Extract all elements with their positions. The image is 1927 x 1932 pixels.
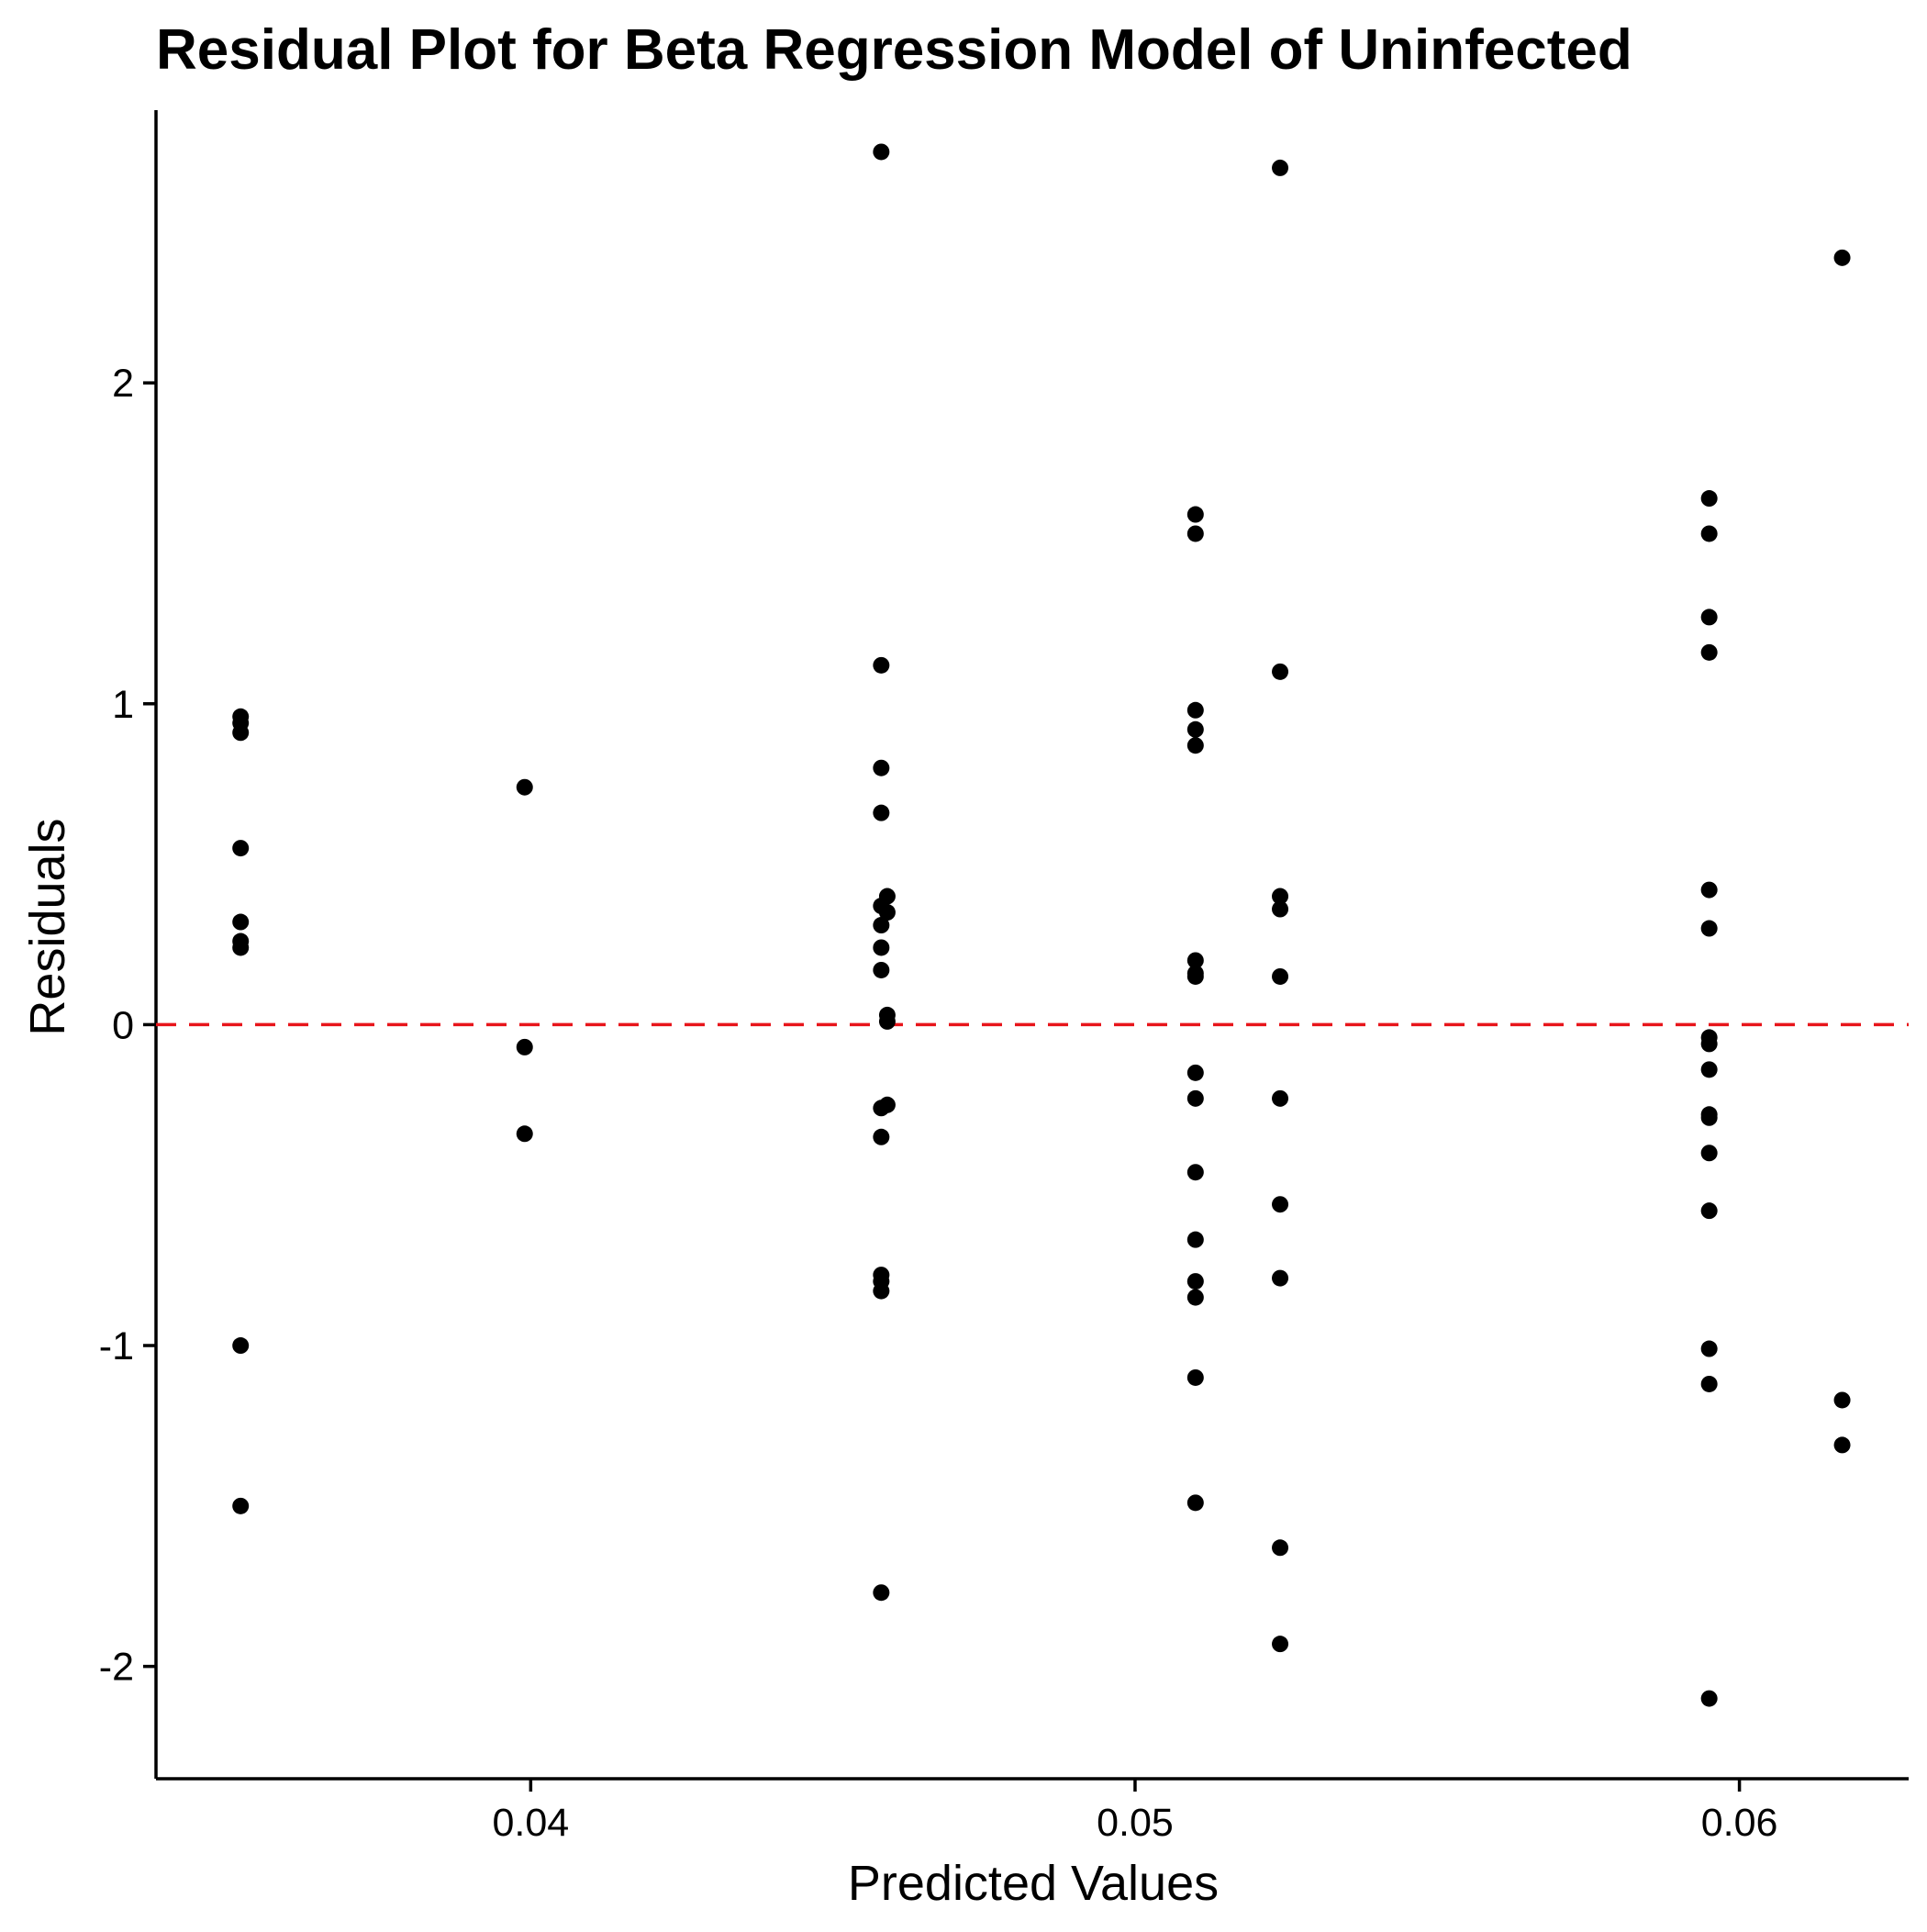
x-axis-ticks: 0.04 0.05 0.06 xyxy=(492,1779,1777,1845)
data-point xyxy=(1700,1061,1718,1078)
data-point xyxy=(232,913,250,931)
data-point xyxy=(1700,1375,1718,1392)
data-point xyxy=(1186,525,1204,542)
data-point xyxy=(1700,1202,1718,1220)
data-point xyxy=(1186,701,1204,719)
data-point xyxy=(1700,1109,1718,1126)
data-point xyxy=(1700,609,1718,626)
y-tick-label: 0 xyxy=(112,1003,134,1047)
data-point xyxy=(873,939,890,956)
data-point xyxy=(1186,1164,1204,1181)
x-axis-label: Predicted Values xyxy=(848,1856,1219,1911)
y-axis-label: Residuals xyxy=(20,818,75,1035)
data-point xyxy=(1700,525,1718,542)
data-point xyxy=(1272,1089,1289,1107)
data-point xyxy=(1186,737,1204,754)
data-point xyxy=(1186,1289,1204,1306)
data-point xyxy=(232,1497,250,1514)
data-point xyxy=(1272,1269,1289,1287)
data-point xyxy=(1833,249,1851,266)
data-point xyxy=(1186,1368,1204,1386)
data-point xyxy=(1272,900,1289,918)
data-point xyxy=(1186,720,1204,738)
data-point xyxy=(1186,506,1204,523)
plot-area: 0.04 0.05 0.06 -2 -1 0 1 2 xyxy=(99,110,1909,1845)
data-point xyxy=(1186,1089,1204,1107)
data-point xyxy=(873,1282,890,1300)
data-point xyxy=(1272,967,1289,985)
x-tick-label: 0.04 xyxy=(492,1801,569,1845)
data-points xyxy=(232,143,1851,1707)
data-point xyxy=(1186,967,1204,985)
data-point xyxy=(1186,952,1204,969)
data-point xyxy=(873,961,890,978)
data-point xyxy=(1700,881,1718,899)
data-point xyxy=(1700,1340,1718,1357)
data-point xyxy=(1272,159,1289,176)
data-point xyxy=(1700,490,1718,508)
data-point xyxy=(516,778,533,796)
data-point xyxy=(232,724,250,742)
data-point xyxy=(1700,920,1718,937)
data-point xyxy=(1186,1494,1204,1512)
data-point xyxy=(1272,888,1289,905)
data-point xyxy=(873,143,890,161)
data-point xyxy=(1700,1035,1718,1053)
data-point xyxy=(1186,1273,1204,1290)
data-point xyxy=(232,840,250,857)
y-tick-label: 2 xyxy=(112,362,134,406)
data-point xyxy=(873,656,890,674)
data-point xyxy=(873,804,890,821)
x-tick-label: 0.05 xyxy=(1097,1801,1174,1845)
y-axis-ticks: -2 -1 0 1 2 xyxy=(99,362,156,1690)
data-point xyxy=(232,1337,250,1355)
data-point xyxy=(878,904,896,921)
data-point xyxy=(878,1012,896,1030)
data-point xyxy=(1186,1231,1204,1248)
data-point xyxy=(1186,1064,1204,1081)
data-point xyxy=(1833,1391,1851,1409)
data-point xyxy=(873,917,890,934)
data-point xyxy=(516,1125,533,1143)
data-point xyxy=(516,1038,533,1055)
data-point xyxy=(873,759,890,776)
data-point xyxy=(873,1100,890,1117)
data-point xyxy=(1700,1690,1718,1707)
data-point xyxy=(873,1128,890,1145)
data-point xyxy=(873,1584,890,1602)
data-point xyxy=(1272,1636,1289,1653)
y-tick-label: -2 xyxy=(99,1646,134,1690)
data-point xyxy=(1272,1196,1289,1213)
y-tick-label: 1 xyxy=(112,683,134,727)
y-tick-label: -1 xyxy=(99,1324,134,1368)
data-point xyxy=(1272,663,1289,680)
x-tick-label: 0.06 xyxy=(1701,1801,1778,1845)
data-point xyxy=(1700,1145,1718,1162)
data-point xyxy=(1272,1539,1289,1557)
chart-title: Residual Plot for Beta Regression Model … xyxy=(156,18,1632,82)
data-point xyxy=(1833,1436,1851,1454)
data-point xyxy=(232,939,250,956)
data-point xyxy=(1700,643,1718,661)
